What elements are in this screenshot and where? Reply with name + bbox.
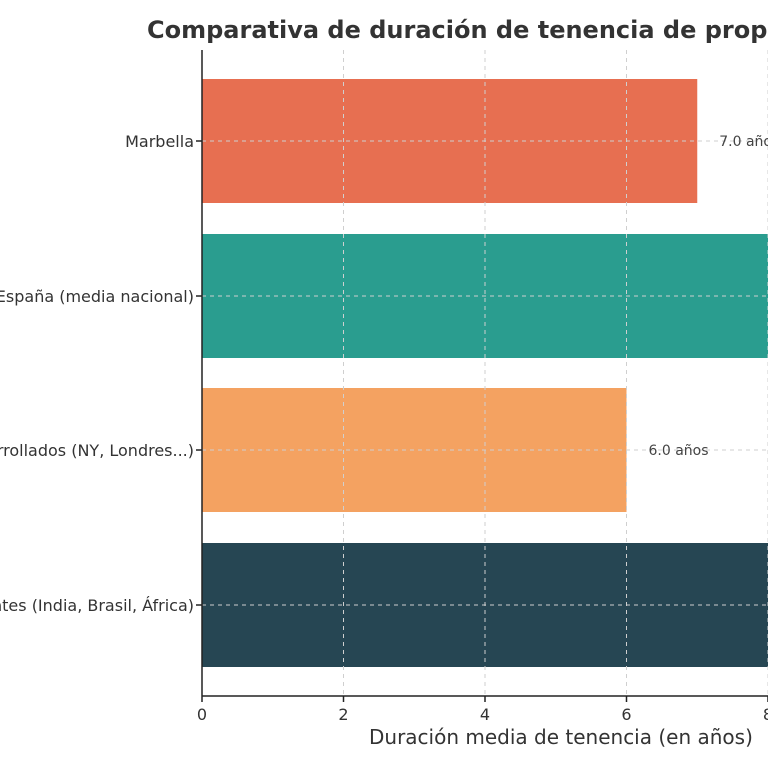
x-tick-label-0: 0 (197, 705, 207, 724)
category-label-3: Mercados emergentes (India, Brasil, Áfri… (0, 596, 194, 615)
category-label-2: Mercados desarrollados (NY, Londres...) (0, 441, 194, 460)
category-label-0: Marbella (125, 132, 194, 151)
x-axis-label: Duración media de tenencia (en años) (369, 725, 753, 749)
data-labels: 7.0 años10.0 años6.0 años9.0 años (649, 134, 768, 459)
x-tick-label-2: 4 (480, 705, 490, 724)
x-tick-label-1: 2 (338, 705, 348, 724)
x-tick-label-3: 6 (621, 705, 631, 724)
chart-title: Comparativa de duración de tenencia de p… (147, 16, 768, 44)
data-label-0: 7.0 años (719, 134, 768, 150)
axes: 0 2 4 6 8 Marbella España (media nacional) Merc… (0, 50, 768, 724)
category-label-1: España (media nacional) (0, 287, 194, 306)
data-label-2: 6.0 años (649, 443, 709, 459)
x-tick-label-4: 8 (763, 705, 768, 724)
